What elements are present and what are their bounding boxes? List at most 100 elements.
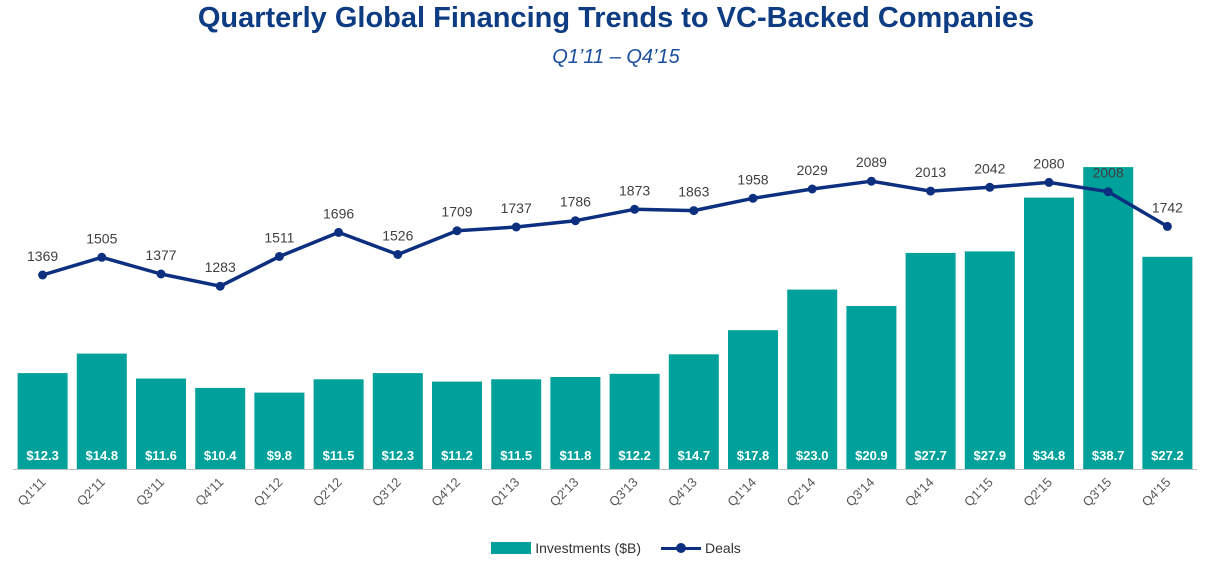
bar-series bbox=[17, 167, 1193, 469]
deals-point bbox=[1044, 177, 1054, 187]
deals-value-label: 1709 bbox=[441, 204, 472, 220]
deals-value-label: 1696 bbox=[323, 205, 354, 221]
bar-value-label: $10.4 bbox=[204, 448, 237, 463]
deals-value-label: 1505 bbox=[86, 230, 117, 246]
deals-value-label: 2029 bbox=[797, 162, 828, 178]
x-tick-label: Q1'15 bbox=[961, 475, 996, 510]
deals-value-label: 1369 bbox=[27, 248, 58, 264]
legend-label-investments: Investments ($B) bbox=[535, 540, 642, 556]
bar-value-label: $12.3 bbox=[382, 448, 415, 463]
bar-Q1'14 bbox=[728, 330, 778, 469]
x-tick-label: Q1'13 bbox=[487, 475, 522, 510]
x-tick-label: Q4'13 bbox=[665, 475, 700, 510]
x-tick-label: Q3'15 bbox=[1079, 475, 1114, 510]
legend-line-swatch bbox=[661, 542, 702, 554]
bar-value-label: $38.7 bbox=[1092, 448, 1125, 463]
bar-value-label: $12.2 bbox=[618, 448, 651, 463]
chart-subtitle: Q1’11 – Q4’15 bbox=[552, 46, 680, 68]
deals-value-label: 2080 bbox=[1033, 155, 1064, 171]
x-tick-label: Q2'15 bbox=[1020, 475, 1055, 510]
legend-bar-swatch bbox=[491, 542, 532, 554]
x-tick-label: Q2'14 bbox=[783, 475, 818, 510]
x-tick-label: Q4'14 bbox=[902, 475, 937, 510]
deals-point bbox=[38, 270, 48, 280]
x-tick-labels: Q1'11 Q2'11 Q3'11 Q4'11 Q1'12 Q2'12 Q3'12 Q4'12… bbox=[15, 475, 1174, 510]
bar-Q3'13 bbox=[609, 373, 660, 469]
bar-Q4'12 bbox=[432, 381, 482, 469]
bar-value-label: $17.8 bbox=[737, 448, 770, 463]
x-tick-label: Q3'11 bbox=[133, 475, 167, 509]
deals-value-label: 1742 bbox=[1152, 199, 1183, 215]
bar-value-label: $9.8 bbox=[267, 448, 292, 463]
bar-Q4'15 bbox=[1142, 256, 1193, 469]
bar-Q1'11 bbox=[17, 373, 68, 469]
bar-value-label: $11.6 bbox=[145, 448, 177, 463]
deals-value-labels: 1369 1505 1377 1283 1511 1696 1526 1709 1737 1786… bbox=[27, 154, 1183, 275]
bar-Q3'11 bbox=[136, 378, 186, 469]
bar-value-label: $27.9 bbox=[974, 448, 1007, 463]
bar-value-label: $27.2 bbox=[1151, 448, 1184, 463]
deals-value-label: 2042 bbox=[974, 160, 1005, 176]
deals-point bbox=[985, 182, 995, 192]
deals-point bbox=[393, 250, 403, 259]
deals-line bbox=[42, 179, 1169, 288]
deals-point bbox=[215, 281, 225, 291]
deals-point bbox=[926, 186, 936, 196]
bar-Q4'11 bbox=[195, 387, 246, 469]
deals-value-label: 1873 bbox=[619, 182, 650, 198]
chart-title: Quarterly Global Financing Trends to VC-… bbox=[197, 2, 1035, 34]
bar-Q2'12 bbox=[313, 379, 364, 469]
deals-value-label: 1377 bbox=[145, 247, 176, 263]
bar-value-label: $11.5 bbox=[500, 448, 532, 463]
deals-value-label: 2013 bbox=[915, 164, 946, 180]
x-tick-label: Q3'14 bbox=[843, 475, 878, 510]
x-tick-label: Q1'14 bbox=[724, 475, 759, 510]
legend-item-investments: Investments ($B) bbox=[491, 540, 641, 556]
deals-value-label: 1786 bbox=[560, 194, 591, 210]
bar-Q1'12 bbox=[254, 392, 305, 469]
bar-Q4'14 bbox=[905, 252, 956, 469]
bar-Q2'13 bbox=[550, 377, 601, 469]
deals-point bbox=[689, 206, 699, 216]
deals-value-label: 1526 bbox=[382, 228, 413, 244]
deals-value-label: 1283 bbox=[205, 259, 236, 275]
bar-Q3'15 bbox=[1083, 167, 1134, 469]
x-tick-label: Q2'11 bbox=[74, 475, 108, 509]
deals-value-label: 2089 bbox=[856, 154, 887, 170]
x-tick-label: Q3'13 bbox=[606, 475, 641, 510]
bar-value-label: $27.7 bbox=[914, 448, 947, 463]
x-tick-label: Q1'12 bbox=[251, 475, 286, 510]
bar-Q2'14 bbox=[787, 289, 838, 469]
x-tick-label: Q1'11 bbox=[15, 475, 49, 509]
legend: Investments ($B) Deals bbox=[0, 540, 1232, 556]
bar-value-label: $11.2 bbox=[441, 448, 473, 463]
x-tick-label: Q2'12 bbox=[310, 475, 345, 510]
x-tick-label: Q4'15 bbox=[1139, 475, 1174, 510]
deals-point bbox=[274, 252, 284, 261]
bar-Q3'12 bbox=[372, 373, 423, 469]
deals-point bbox=[452, 226, 462, 236]
bar-Q2'15 bbox=[1024, 197, 1074, 469]
deals-point bbox=[97, 252, 107, 262]
deals-point bbox=[630, 204, 640, 214]
bar-value-label: $11.8 bbox=[559, 448, 591, 463]
bar-value-label: $34.8 bbox=[1033, 448, 1066, 463]
deals-value-label: 2008 bbox=[1093, 165, 1124, 181]
x-tick-label: Q2'13 bbox=[547, 475, 582, 510]
deals-point bbox=[511, 222, 521, 232]
deals-point bbox=[334, 227, 344, 237]
x-tick-label: Q4'11 bbox=[192, 475, 226, 509]
deals-point bbox=[866, 176, 876, 186]
legend-label-deals: Deals bbox=[705, 540, 741, 556]
bar-value-label: $20.9 bbox=[855, 448, 888, 463]
bar-Q1'15 bbox=[964, 251, 1015, 469]
deals-point bbox=[570, 216, 580, 226]
deals-points bbox=[38, 176, 1172, 291]
deals-point bbox=[156, 269, 166, 279]
x-tick-label: Q4'12 bbox=[428, 475, 463, 510]
deals-point bbox=[807, 184, 817, 194]
bar-value-labels: $12.3 $14.8 $11.6 $10.4 $9.8 $11.5 $12.3 $11.2 $… bbox=[26, 448, 1183, 463]
bar-Q4'13 bbox=[668, 354, 719, 469]
deals-value-label: 1511 bbox=[264, 230, 294, 246]
deals-point bbox=[1103, 187, 1113, 197]
